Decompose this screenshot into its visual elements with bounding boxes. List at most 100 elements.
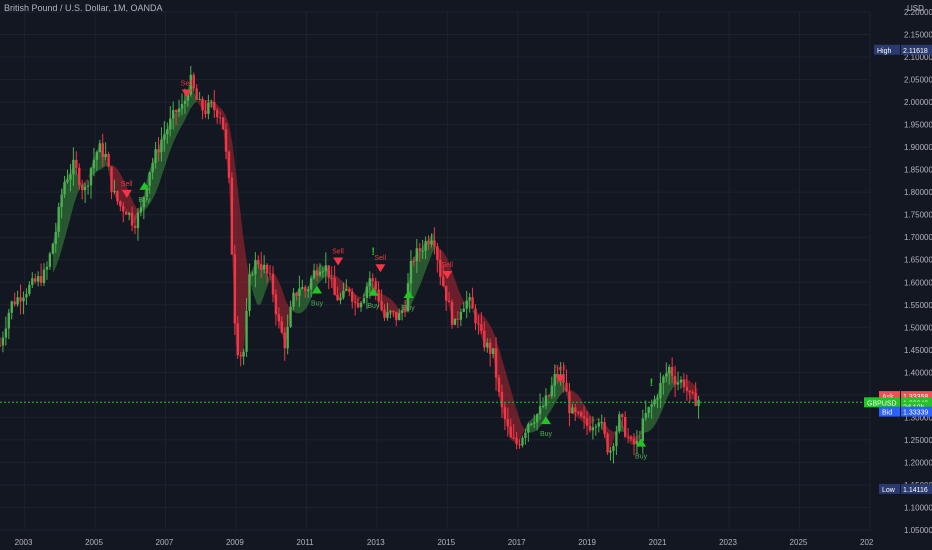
candle-body bbox=[474, 308, 477, 324]
candle-body bbox=[491, 348, 495, 354]
ribbon-segment bbox=[243, 235, 247, 359]
candle-body bbox=[436, 246, 439, 260]
candle-body bbox=[471, 297, 474, 309]
candle-body bbox=[72, 159, 75, 175]
price-tag-value-bg bbox=[901, 406, 932, 417]
candle-body bbox=[171, 110, 175, 119]
candle-body bbox=[148, 172, 151, 186]
sell-arrow-icon bbox=[333, 257, 344, 266]
candle-body bbox=[342, 290, 345, 298]
chart-title: British Pound / U.S. Dollar, 1M, OANDA bbox=[4, 3, 163, 13]
candle-body bbox=[201, 98, 204, 111]
candle-body bbox=[136, 212, 140, 229]
candle-body bbox=[160, 139, 163, 153]
candle-body bbox=[245, 310, 248, 352]
trend-ribbon bbox=[52, 79, 698, 454]
candle-body bbox=[647, 406, 650, 413]
candle-body bbox=[574, 407, 577, 413]
price-tag: Low 1.14116 bbox=[879, 483, 932, 494]
candle-body bbox=[356, 302, 360, 308]
candle-body bbox=[133, 225, 137, 229]
candle-body bbox=[154, 149, 157, 163]
price-tag-value-bg bbox=[901, 483, 932, 494]
candle-body bbox=[262, 264, 266, 270]
ribbon-segment bbox=[197, 99, 201, 107]
candle-body bbox=[39, 276, 43, 283]
ribbon-segment bbox=[98, 147, 103, 171]
candle-body bbox=[662, 376, 665, 384]
candle-body bbox=[268, 273, 272, 275]
candle-body bbox=[579, 412, 583, 417]
candle-body bbox=[54, 231, 57, 244]
candle-body bbox=[635, 440, 639, 445]
y-tick-label: 1.40000 bbox=[904, 368, 932, 377]
candle-body bbox=[653, 399, 656, 405]
candle-body bbox=[497, 377, 501, 393]
candle-body bbox=[7, 312, 11, 329]
buy-label: Buy bbox=[540, 431, 553, 438]
candle-body bbox=[397, 313, 401, 321]
candle-body bbox=[127, 213, 131, 215]
candle-body bbox=[36, 276, 40, 282]
candle-body bbox=[80, 185, 84, 191]
candle-body bbox=[69, 174, 72, 180]
candle-body bbox=[4, 328, 8, 338]
candle-body bbox=[110, 166, 113, 192]
candle-body bbox=[66, 179, 69, 182]
candle-body bbox=[506, 419, 509, 427]
y-tick-label: 1.10000 bbox=[904, 503, 932, 512]
candle-body bbox=[224, 129, 228, 152]
candle-body bbox=[318, 271, 322, 276]
candle-body bbox=[424, 241, 427, 251]
candle-body bbox=[444, 285, 448, 301]
ribbon-segment bbox=[218, 106, 222, 116]
candle-body bbox=[650, 404, 653, 407]
candle-body bbox=[142, 197, 146, 208]
candle-body bbox=[119, 201, 122, 207]
buy-arrow-icon bbox=[403, 290, 414, 299]
candle-body bbox=[274, 294, 278, 315]
buy-label: Buy bbox=[367, 303, 380, 310]
candle-body bbox=[494, 348, 498, 378]
candle-body bbox=[629, 437, 633, 439]
candle-body bbox=[116, 191, 119, 202]
candle-body bbox=[304, 287, 307, 292]
candle-body bbox=[242, 351, 245, 357]
candle-body bbox=[0, 345, 2, 347]
candle-body bbox=[95, 152, 99, 160]
ribbon-segment bbox=[626, 434, 631, 445]
candle-body bbox=[351, 291, 354, 302]
ribbon-segment bbox=[235, 173, 240, 353]
candle-body bbox=[327, 265, 330, 278]
sell-label: Sell bbox=[181, 80, 193, 87]
ribbon-segment bbox=[302, 289, 307, 312]
candle-body bbox=[659, 383, 662, 399]
candle-body bbox=[371, 278, 374, 282]
sell-arrow-icon bbox=[375, 264, 386, 273]
y-tick-label: 1.60000 bbox=[904, 278, 932, 287]
candle-body bbox=[392, 311, 395, 313]
candle-body bbox=[306, 289, 310, 292]
candle-body bbox=[418, 248, 421, 252]
candle-body bbox=[230, 177, 234, 255]
candle-body bbox=[192, 74, 195, 89]
candle-body bbox=[400, 310, 404, 314]
candle-body bbox=[324, 265, 328, 272]
y-tick-label: 1.80000 bbox=[904, 188, 932, 197]
y-tick-label: 1.85000 bbox=[904, 166, 932, 175]
candle-body bbox=[78, 167, 81, 186]
candle-body bbox=[257, 260, 260, 265]
candle-body bbox=[641, 418, 645, 441]
buy-label: Buy bbox=[635, 454, 648, 461]
candle-body bbox=[480, 324, 483, 331]
candle-body bbox=[10, 301, 13, 313]
ribbon-segment bbox=[655, 390, 659, 425]
ribbon-segment bbox=[595, 417, 599, 421]
candle-body bbox=[174, 110, 178, 112]
candle-body bbox=[353, 301, 357, 303]
candle-body bbox=[468, 297, 471, 301]
candle-body bbox=[157, 149, 160, 153]
candle-body bbox=[189, 74, 192, 95]
candle-body bbox=[459, 311, 463, 320]
